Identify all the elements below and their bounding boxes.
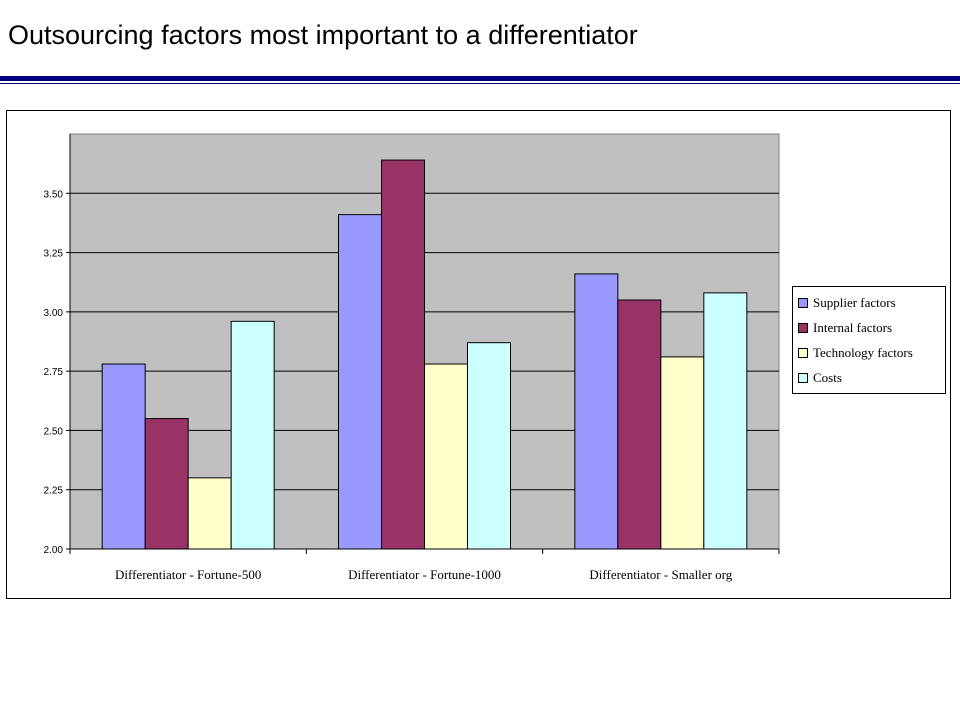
legend-label: Costs bbox=[813, 370, 842, 385]
legend-swatch bbox=[798, 373, 808, 383]
bar bbox=[381, 159, 425, 550]
legend-item: Internal factors bbox=[798, 318, 892, 338]
legend-item: Supplier factors bbox=[798, 293, 896, 313]
bar bbox=[187, 477, 232, 550]
slide-title: Outsourcing factors most important to a … bbox=[8, 20, 638, 50]
legend-label: Supplier factors bbox=[813, 295, 896, 310]
bar bbox=[230, 320, 275, 550]
y-tick-label: 2.50 bbox=[44, 426, 64, 437]
legend-swatch bbox=[798, 323, 808, 333]
bar bbox=[424, 363, 468, 550]
x-tick-label: Differentiator - Fortune-1000 bbox=[348, 567, 501, 582]
y-tick-label: 2.25 bbox=[44, 486, 64, 497]
bar bbox=[338, 214, 382, 550]
legend: Supplier factors Internal factors Technolo… bbox=[792, 286, 946, 394]
y-tick-label: 3.00 bbox=[44, 308, 64, 319]
y-tick-label: 3.50 bbox=[44, 189, 64, 200]
legend-swatch bbox=[798, 298, 808, 308]
title-rule-thin bbox=[0, 83, 960, 84]
y-tick-label: 2.00 bbox=[44, 545, 64, 556]
bar bbox=[467, 342, 511, 550]
y-tick-label: 2.75 bbox=[44, 367, 64, 378]
bar bbox=[101, 363, 146, 550]
legend-label: Internal factors bbox=[813, 320, 893, 335]
y-tick-label: 3.25 bbox=[44, 249, 64, 260]
x-tick-label: Differentiator - Fortune-500 bbox=[115, 567, 261, 582]
bar bbox=[660, 356, 705, 550]
bar bbox=[144, 418, 189, 550]
bar bbox=[617, 299, 662, 550]
legend-label: Technology factors bbox=[813, 345, 913, 360]
bar bbox=[574, 273, 619, 550]
legend-swatch bbox=[798, 348, 808, 358]
legend-item: Costs bbox=[798, 368, 842, 388]
legend-item: Technology factors bbox=[798, 343, 913, 363]
bar bbox=[703, 292, 748, 550]
title-rule bbox=[0, 76, 960, 81]
x-tick-label: Differentiator - Smaller org bbox=[589, 567, 732, 582]
